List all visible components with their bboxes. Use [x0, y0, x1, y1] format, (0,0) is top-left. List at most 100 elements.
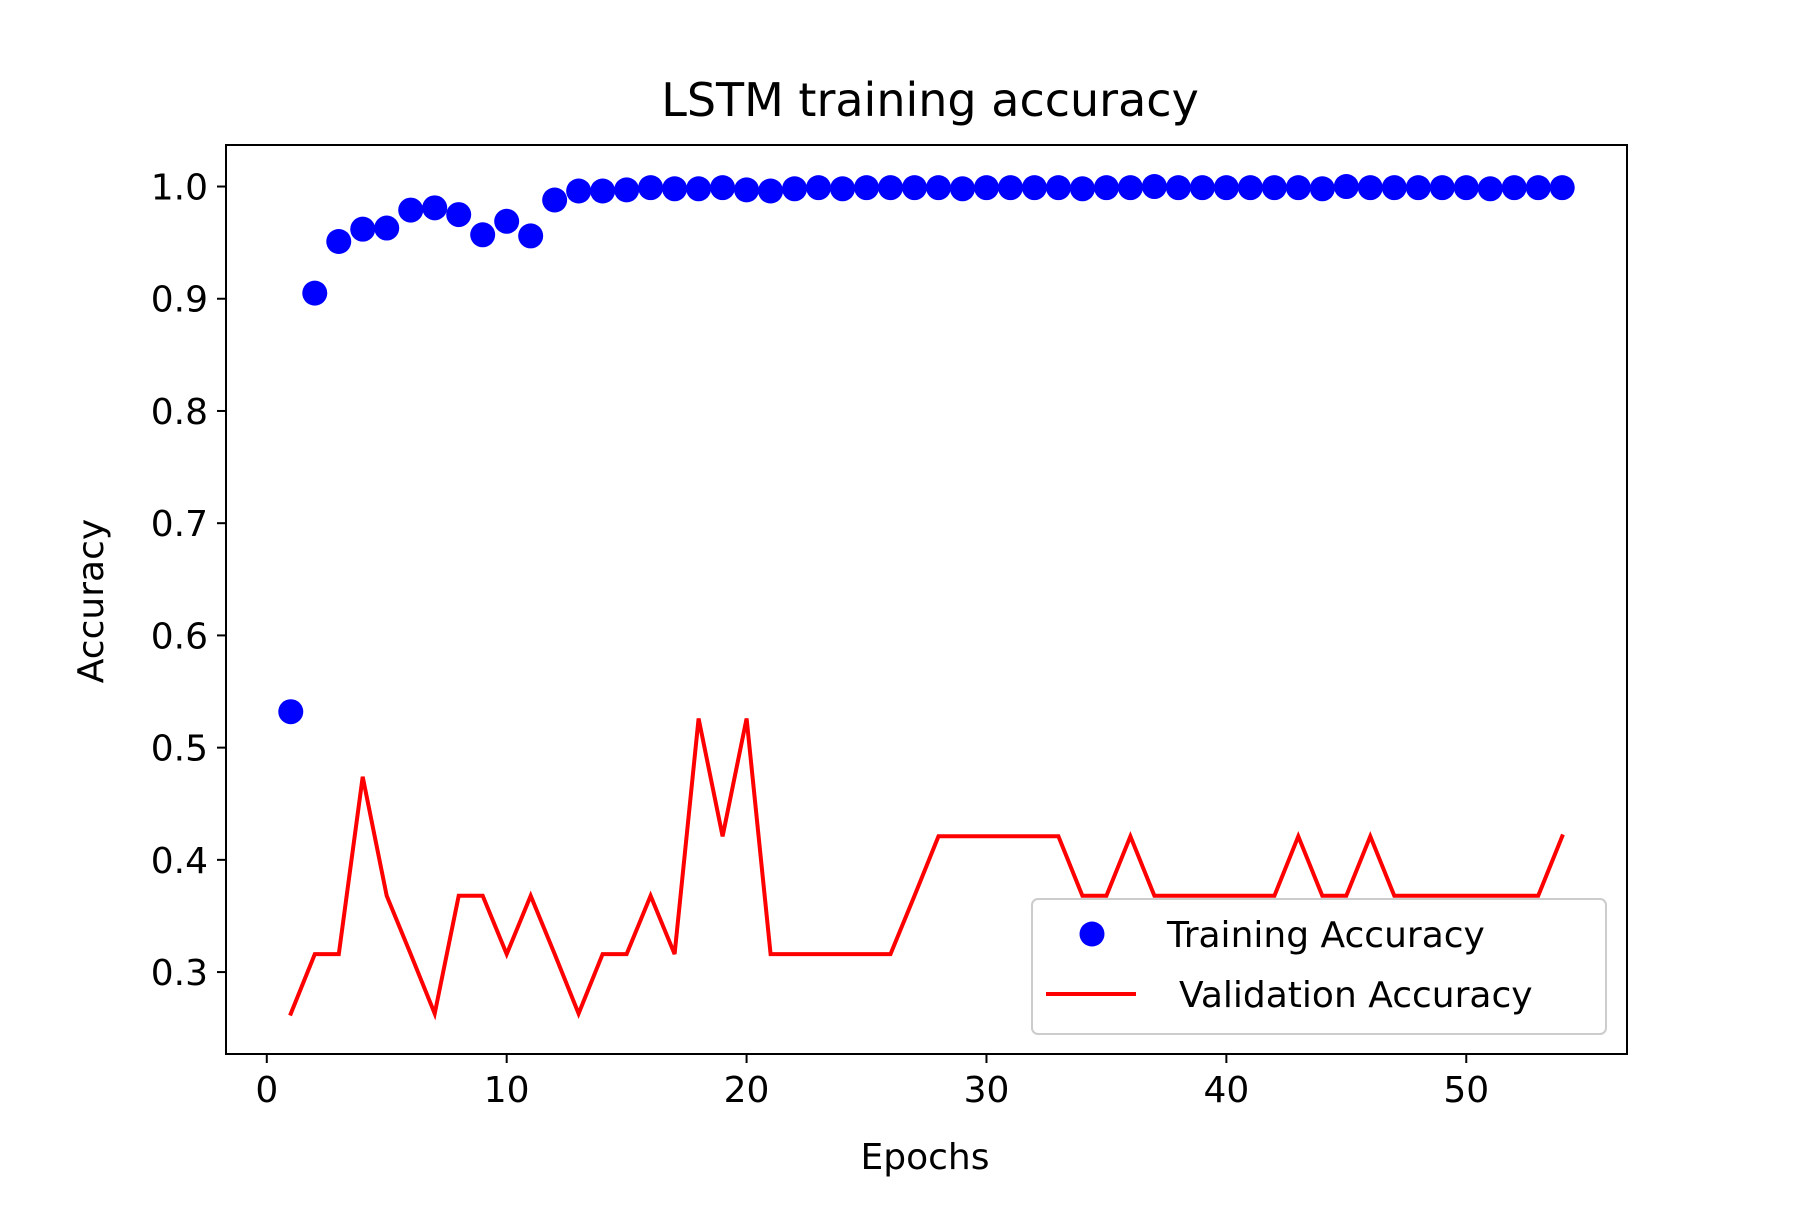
training-accuracy-marker [1453, 175, 1479, 201]
training-accuracy-marker [1357, 175, 1383, 201]
training-accuracy-marker [1405, 175, 1431, 201]
validation-point [649, 894, 653, 898]
training-accuracy-marker [1189, 175, 1215, 201]
training-accuracy-marker [878, 175, 904, 201]
training-accuracy-marker [566, 178, 592, 204]
validation-point [1008, 834, 1012, 838]
validation-point [1056, 834, 1060, 838]
validation-point [913, 894, 917, 898]
validation-point [1296, 834, 1300, 838]
validation-point [1536, 894, 1540, 898]
validation-point [1368, 834, 1372, 838]
validation-point [1080, 894, 1084, 898]
validation-point [1104, 894, 1108, 898]
validation-point [1440, 894, 1444, 898]
validation-point [481, 894, 485, 898]
training-accuracy-marker [1069, 176, 1095, 202]
validation-point [577, 1012, 581, 1016]
training-accuracy-marker [1093, 175, 1119, 201]
training-accuracy-marker [1117, 175, 1143, 201]
y-tick-label: 1.0 [151, 168, 208, 209]
validation-point [553, 952, 557, 956]
validation-point [1032, 834, 1036, 838]
training-accuracy-marker [278, 699, 304, 725]
training-accuracy-marker [470, 222, 496, 248]
y-tick-label: 0.5 [151, 729, 208, 770]
validation-point [1320, 894, 1324, 898]
training-accuracy-marker [830, 176, 856, 202]
training-accuracy-marker [302, 280, 328, 306]
validation-point [673, 952, 677, 956]
validation-point [721, 834, 725, 838]
validation-accuracy-line [288, 718, 1565, 1021]
training-accuracy-marker [973, 175, 999, 201]
training-accuracy-marker [494, 208, 520, 234]
validation-point [817, 952, 821, 956]
training-accuracy-marker [1477, 176, 1503, 202]
training-accuracy-marker [590, 178, 616, 204]
validation-point [385, 894, 389, 898]
training-accuracy-marker [1429, 175, 1455, 201]
training-accuracy-marker [1021, 175, 1047, 201]
training-accuracy-marker [1333, 174, 1359, 200]
training-accuracy-marker [1285, 175, 1311, 201]
training-accuracy-marker [614, 177, 640, 203]
training-accuracy-marker [350, 216, 376, 242]
validation-point [313, 952, 317, 956]
validation-point [1512, 894, 1516, 898]
validation-point [889, 952, 893, 956]
validation-point [841, 952, 845, 956]
training-accuracy-marker [1261, 175, 1287, 201]
training-accuracy-marker [1237, 175, 1263, 201]
training-accuracy-marker [542, 187, 568, 213]
validation-point [984, 834, 988, 838]
validation-point [337, 952, 341, 956]
validation-point [457, 894, 461, 898]
x-tick-label: 40 [1203, 1070, 1249, 1111]
validation-point [1200, 894, 1204, 898]
y-tick-label: 0.3 [151, 953, 208, 994]
validation-point [1176, 894, 1180, 898]
validation-point [769, 952, 773, 956]
training-accuracy-marker [925, 175, 951, 201]
validation-point [601, 952, 605, 956]
training-accuracy-marker [638, 175, 664, 201]
training-accuracy-marker [1213, 175, 1239, 201]
training-accuracy-marker [1501, 175, 1527, 201]
training-accuracy-marker [1141, 174, 1167, 200]
training-accuracy-marker [374, 215, 400, 241]
validation-point [409, 952, 413, 956]
validation-point [1128, 834, 1132, 838]
y-tick-label: 0.4 [151, 841, 208, 882]
training-accuracy-marker [949, 176, 975, 202]
plot-frame [225, 144, 1628, 1055]
training-accuracy-marker [734, 177, 760, 203]
training-accuracy-marker [806, 175, 832, 201]
y-tick-label: 0.9 [151, 280, 208, 321]
training-accuracy-marker [398, 197, 424, 223]
legend-label-validation: Validation Accuracy [1179, 975, 1533, 1016]
training-accuracy-marker [686, 176, 712, 202]
training-accuracy-marker [1309, 176, 1335, 202]
training-accuracy-marker [902, 175, 928, 201]
training-accuracy-marker [1381, 175, 1407, 201]
training-accuracy-marker [1525, 175, 1551, 201]
validation-point [1344, 894, 1348, 898]
validation-point [1224, 894, 1228, 898]
training-accuracy-marker [518, 223, 544, 249]
training-accuracy-marker [422, 195, 448, 221]
legend-label-training: Training Accuracy [1166, 915, 1485, 956]
training-accuracy-marker [758, 178, 784, 204]
validation-point [1248, 894, 1252, 898]
training-accuracy-marker [1165, 175, 1191, 201]
y-tick-label: 0.7 [151, 504, 208, 545]
y-axis-label: Accuracy [71, 519, 112, 683]
legend-box [1031, 898, 1607, 1035]
training-accuracy-marker [710, 175, 736, 201]
x-tick-label: 10 [484, 1070, 530, 1111]
plot-layer [278, 174, 1575, 1021]
validation-point [936, 834, 940, 838]
validation-point [529, 894, 533, 898]
validation-point [793, 952, 797, 956]
